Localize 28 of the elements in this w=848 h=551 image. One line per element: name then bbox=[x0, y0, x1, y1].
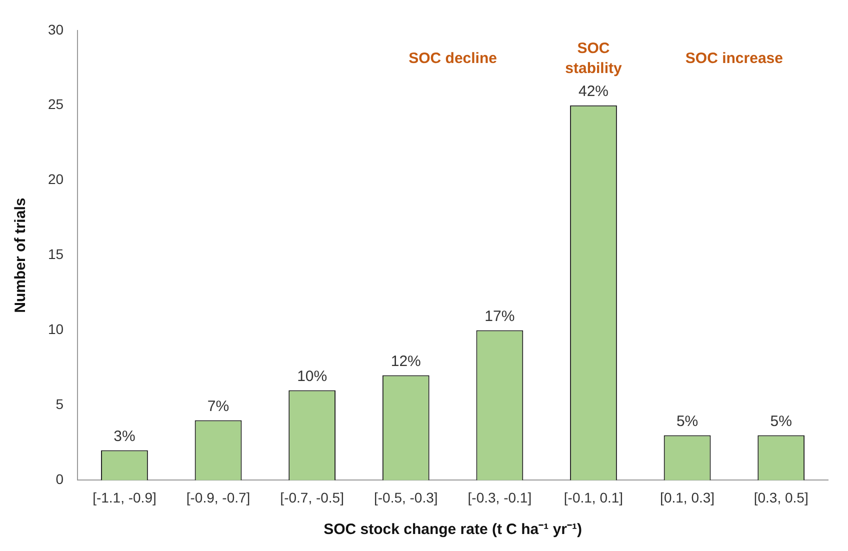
annotation: 42% bbox=[578, 83, 609, 100]
annotation: 5% bbox=[676, 412, 698, 430]
x-tick-label: [0.3, 0.5] bbox=[754, 489, 808, 506]
x-tick-label: [-0.7, -0.5] bbox=[280, 489, 344, 506]
y-tick-label: 15 bbox=[48, 246, 64, 262]
annotation: 17% bbox=[484, 308, 515, 325]
x-axis-title: SOC stock change rate (t C ha⁻¹ yr⁻¹) bbox=[324, 521, 582, 538]
annotation: 5% bbox=[770, 412, 792, 430]
annotation: 7% bbox=[207, 398, 230, 415]
x-tick-label: [-0.1, 0.1] bbox=[564, 489, 624, 506]
annotation: 12% bbox=[390, 352, 421, 370]
annotation: SOC increase bbox=[685, 50, 783, 68]
y-axis-title: Number of trials bbox=[12, 198, 30, 313]
x-tick-label: [-1.1, -0.9] bbox=[92, 489, 156, 506]
y-tick-label: 20 bbox=[48, 171, 64, 188]
annotation: 3% bbox=[114, 428, 136, 445]
y-tick-label: 25 bbox=[48, 96, 64, 112]
annotation: 10% bbox=[297, 368, 328, 385]
x-tick-label: [0.1, 0.3] bbox=[660, 489, 715, 506]
x-tick-label: [-0.5, -0.3] bbox=[374, 489, 438, 506]
y-tick-label: 0 bbox=[56, 471, 64, 488]
x-tick-label: [-0.9, -0.7] bbox=[186, 489, 250, 506]
y-tick-label: 30 bbox=[48, 21, 64, 38]
y-tick-label: 5 bbox=[56, 396, 64, 412]
x-tick-label: [-0.3, -0.1] bbox=[468, 489, 532, 506]
annotation: SOC stability bbox=[565, 40, 622, 78]
annotation: SOC decline bbox=[408, 50, 497, 68]
y-tick-label: 10 bbox=[48, 321, 64, 338]
